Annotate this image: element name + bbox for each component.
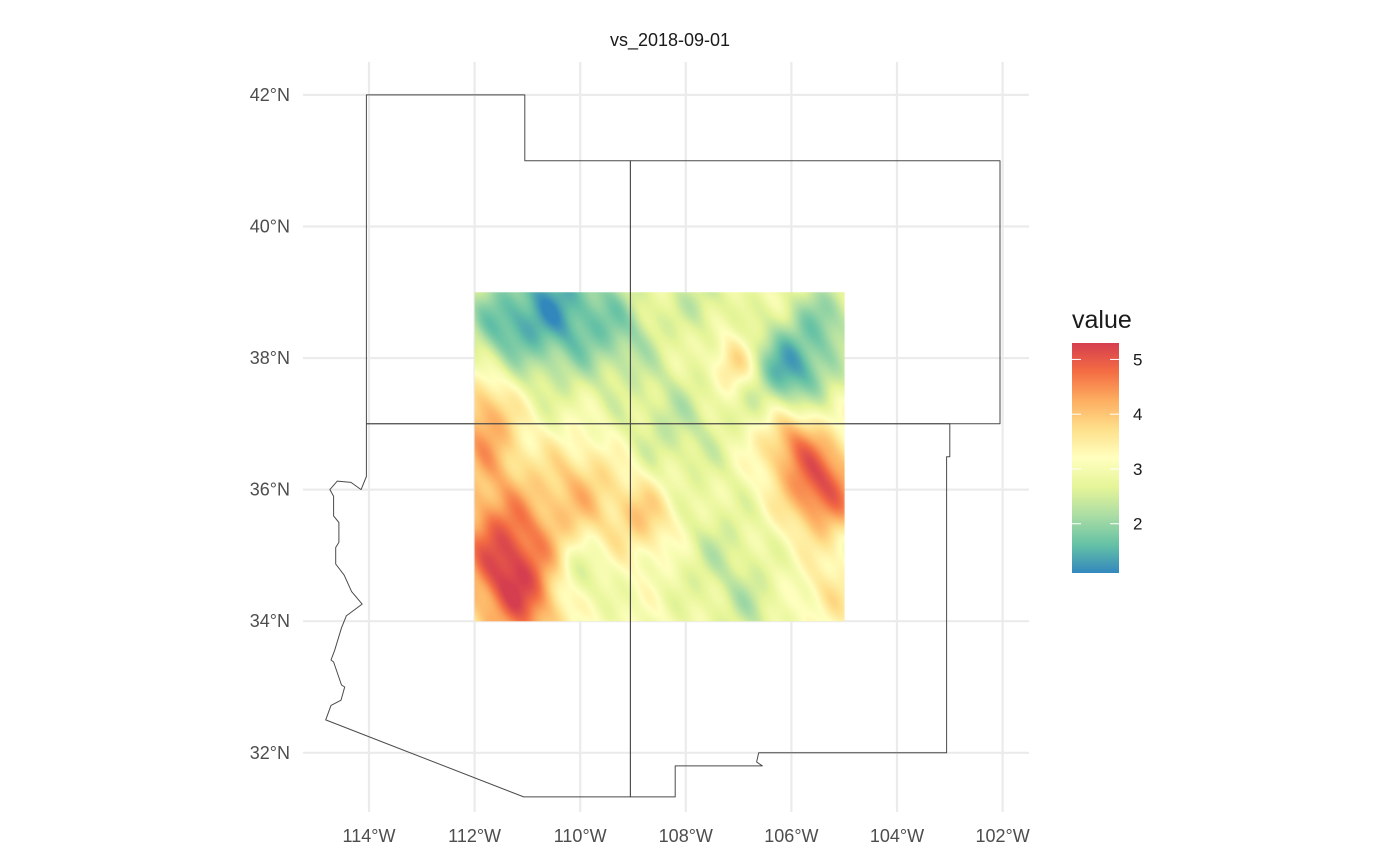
legend-ticks: 2 3 4 5 xyxy=(1072,350,1142,534)
y-tick-label: 42°N xyxy=(250,85,290,105)
x-tick-label: 106°W xyxy=(764,826,818,846)
legend-title: value xyxy=(1072,306,1132,334)
x-tick-label: 112°W xyxy=(448,826,501,846)
legend-tick-label: 5 xyxy=(1133,350,1142,369)
legend: value 2 3 4 5 xyxy=(1072,306,1142,573)
legend-tick-label: 3 xyxy=(1133,460,1142,479)
state-borders xyxy=(325,94,1001,798)
x-tick-label: 102°W xyxy=(975,826,1029,846)
x-tick-label: 114°W xyxy=(343,826,396,846)
x-tick-label: 110°W xyxy=(554,826,607,846)
x-tick-label: 104°W xyxy=(870,826,924,846)
y-axis-labels: 32°N 34°N 36°N 38°N 40°N 42°N xyxy=(250,85,290,763)
raster-heatmap xyxy=(474,292,845,622)
y-tick-label: 32°N xyxy=(250,743,290,763)
legend-gradient xyxy=(1072,343,1119,573)
map-title: vs_2018-09-01 xyxy=(610,30,730,51)
x-axis-labels: 114°W 112°W 110°W 108°W 106°W 104°W 102°W xyxy=(343,826,1030,846)
raster-image xyxy=(474,292,845,622)
legend-tick-label: 4 xyxy=(1133,405,1142,424)
y-tick-label: 34°N xyxy=(250,611,290,631)
x-tick-label: 108°W xyxy=(659,826,713,846)
legend-colorbar xyxy=(1072,343,1119,573)
y-tick-label: 38°N xyxy=(250,348,290,368)
arizona-border xyxy=(325,423,631,798)
legend-tick-label: 2 xyxy=(1133,515,1142,534)
new-mexico-border xyxy=(629,423,951,798)
y-tick-label: 36°N xyxy=(250,480,290,500)
y-tick-label: 40°N xyxy=(250,216,290,236)
colorado-border xyxy=(629,160,1001,425)
